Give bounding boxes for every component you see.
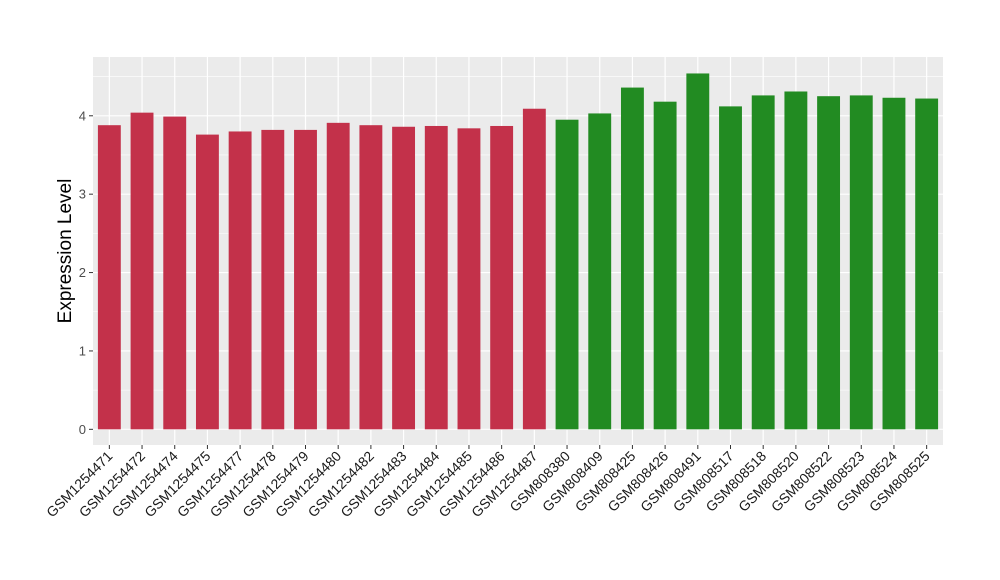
bar-GSM1254479 (294, 129, 317, 430)
bar-GSM1254486 (490, 125, 514, 430)
bar-GSM808409 (588, 113, 612, 430)
bar-GSM808425 (620, 87, 644, 430)
bar-GSM1254475 (195, 134, 219, 430)
bar-GSM1254478 (261, 129, 285, 430)
bar-GSM1254482 (359, 125, 383, 430)
bar-GSM808522 (817, 96, 841, 430)
bar-GSM1254487 (522, 108, 546, 430)
bar-GSM1254474 (163, 116, 187, 430)
bar-GSM1254480 (326, 122, 350, 430)
bar-GSM808525 (915, 98, 939, 430)
y-tick-label: 3 (79, 187, 86, 202)
bar-GSM808491 (686, 73, 710, 430)
bar-GSM808520 (784, 91, 808, 430)
x-axis: GSM1254471GSM1254472GSM1254474GSM1254475… (43, 445, 933, 520)
y-axis: 0 1 2 3 4 (79, 108, 93, 437)
bar-GSM808517 (719, 106, 742, 430)
y-tick-label: 1 (79, 343, 86, 358)
bar-GSM808524 (882, 97, 906, 430)
bar-GSM808518 (751, 95, 775, 430)
bar-GSM808380 (555, 119, 579, 430)
y-tick-label: 0 (79, 422, 86, 437)
bar-GSM1254477 (228, 131, 252, 430)
bar-GSM1254471 (97, 125, 121, 430)
bars (97, 73, 939, 430)
bar-GSM1254484 (424, 125, 448, 430)
bar-GSM1254485 (457, 128, 481, 430)
bar-GSM1254483 (392, 126, 416, 430)
bar-GSM808523 (849, 95, 873, 430)
y-tick-label: 2 (79, 265, 86, 280)
bar-GSM808426 (653, 101, 677, 430)
y-tick-label: 4 (79, 108, 86, 123)
bar-GSM1254472 (130, 112, 154, 430)
y-axis-title: Expression Level (55, 179, 76, 324)
